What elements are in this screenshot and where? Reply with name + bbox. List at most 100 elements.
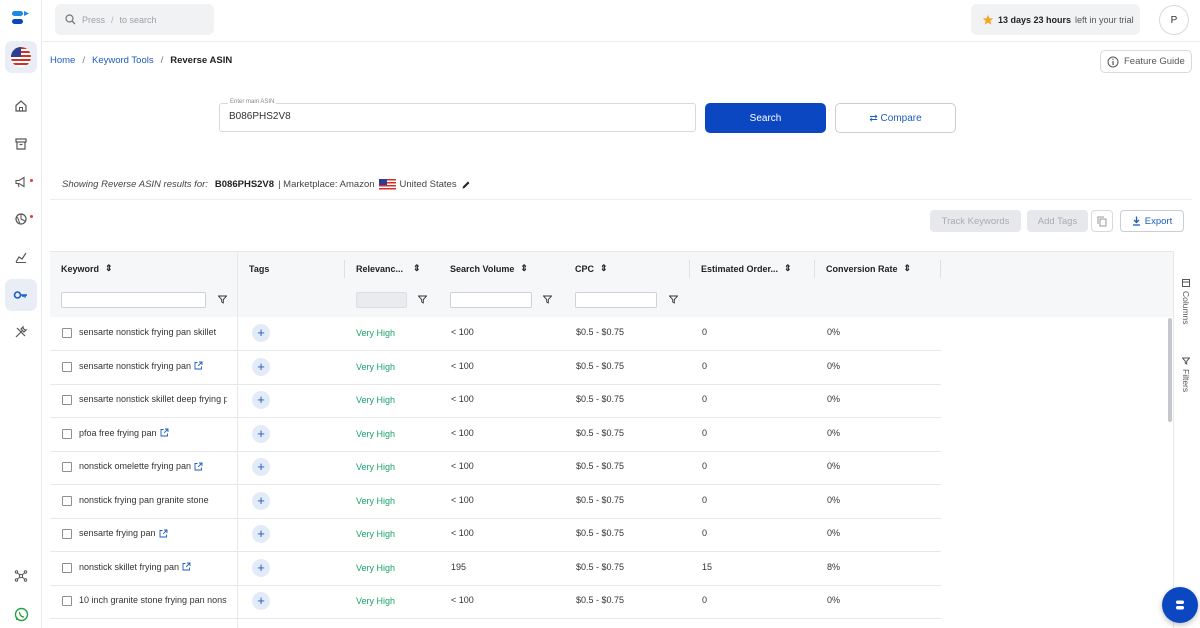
column-header-tags[interactable]: Tags [238, 252, 344, 285]
filters-panel-toggle[interactable]: Filters [1181, 357, 1191, 392]
track-keywords-button[interactable]: Track Keywords [930, 210, 1021, 232]
add-tag-button[interactable]: + [252, 391, 270, 409]
add-tag-button[interactable]: + [252, 491, 270, 510]
external-link-icon[interactable] [160, 428, 169, 437]
keyword-text: sensarte nonstick frying pan [79, 360, 192, 371]
support-chat-button[interactable] [1162, 587, 1198, 623]
columns-label: Columns [1181, 291, 1191, 325]
column-header-search-volume[interactable]: Search Volume ⇕ [439, 252, 563, 285]
add-tag-button[interactable]: + [252, 324, 270, 342]
row-checkbox[interactable] [62, 361, 72, 372]
row-checkbox[interactable] [62, 596, 72, 606]
search-volume-filter-input[interactable] [450, 292, 532, 308]
home-icon[interactable] [11, 96, 31, 116]
trial-banner[interactable]: 13 days 23 hours left in your trial [971, 4, 1140, 35]
keyword-tools-key-icon[interactable] [5, 279, 37, 311]
compare-label: Compare [880, 112, 922, 124]
table-row[interactable]: sensarte frying pan + Very High < 100 $0.5 -… [50, 518, 941, 552]
column-header-cpc[interactable]: CPC ⇕ [564, 252, 689, 285]
table-row[interactable]: nonstick skillet frying pan + Very High 195… [50, 552, 941, 586]
add-tag-button[interactable]: + [252, 592, 270, 610]
row-checkbox[interactable] [62, 495, 72, 506]
global-search[interactable]: Press / to search [55, 4, 214, 35]
add-tag-button[interactable]: + [252, 357, 270, 376]
export-button[interactable]: Export [1120, 210, 1184, 232]
add-tag-button[interactable]: + [252, 458, 270, 476]
column-header-conversion-rate[interactable]: Conversion Rate ⇕ [815, 252, 940, 285]
grid-scrollbar[interactable] [1168, 318, 1172, 422]
table-row[interactable]: sensarte nonstick frying pan + Very High < … [50, 351, 941, 385]
relevance-cell: Very High [356, 428, 396, 439]
cpc-filter-input[interactable] [575, 292, 657, 308]
sort-icon[interactable]: ⇕ [413, 263, 421, 273]
table-row[interactable]: nonstick frying pan granite stone + Very H… [50, 485, 941, 519]
sort-icon[interactable]: ⇕ [105, 263, 113, 273]
whatsapp-icon[interactable] [11, 604, 31, 624]
archive-box-icon[interactable] [11, 134, 31, 154]
compare-button[interactable]: ⇄ Compare [835, 103, 956, 133]
sort-icon[interactable]: ⇕ [520, 263, 528, 273]
row-checkbox[interactable] [62, 462, 72, 472]
sort-icon[interactable]: ⇕ [784, 263, 792, 273]
add-tags-button[interactable]: Add Tags [1027, 210, 1088, 232]
table-row[interactable]: pfoa free frying pan + Very High < 100 $0.5 … [50, 418, 941, 452]
table-row[interactable]: sensarte nonstick frying pan skillet + Ver… [50, 317, 941, 351]
line-chart-icon[interactable] [11, 247, 31, 267]
column-header-keyword[interactable]: Keyword ⇕ [50, 252, 237, 285]
add-tag-button[interactable]: + [252, 525, 270, 543]
row-checkbox[interactable] [62, 428, 72, 439]
breadcrumb-keyword-tools[interactable]: Keyword Tools [91, 55, 154, 66]
filter-icon[interactable] [418, 295, 427, 304]
external-link-icon[interactable] [159, 529, 168, 538]
search-volume-cell: < 100 [451, 327, 474, 337]
copy-button[interactable] [1091, 210, 1113, 232]
edit-pencil-icon[interactable] [461, 180, 471, 190]
analytics-globe-icon[interactable] [11, 209, 31, 229]
columns-panel-toggle[interactable]: Columns [1181, 279, 1191, 325]
keyword-text: nonstick skillet frying pan [79, 561, 180, 572]
filter-icon[interactable] [543, 295, 552, 304]
sort-icon[interactable]: ⇕ [600, 263, 608, 273]
table-row[interactable]: 10 inch granite stone frying pan nonstic… [50, 585, 941, 619]
external-link-icon[interactable] [182, 562, 191, 571]
row-checkbox[interactable] [62, 395, 72, 405]
tools-wrench-icon[interactable] [11, 322, 31, 342]
sort-icon[interactable]: ⇕ [903, 263, 912, 273]
breadcrumb-separator: / [82, 55, 85, 66]
add-tag-button[interactable]: + [252, 424, 270, 443]
keyword-filter-input[interactable] [61, 292, 206, 308]
breadcrumb-home[interactable]: Home [50, 55, 76, 66]
external-link-icon[interactable] [194, 462, 203, 471]
row-checkbox[interactable] [62, 529, 72, 539]
cpc-cell: $0.5 - $0.75 [576, 360, 625, 371]
cpc-cell: $0.5 - $0.75 [576, 595, 625, 605]
row-checkbox[interactable] [62, 328, 72, 338]
column-header-estimated-orders[interactable]: Estimated Order... ⇕ [690, 252, 815, 285]
column-header-relevance[interactable]: Relevanc... ⇕ [345, 252, 438, 285]
relevance-cell: Very High [356, 562, 396, 573]
marketplace-flag-button[interactable] [5, 41, 37, 73]
user-avatar[interactable]: P [1159, 5, 1189, 35]
network-icon[interactable] [11, 566, 31, 586]
add-tag-button[interactable]: + [252, 558, 270, 577]
swap-arrows-icon: ⇄ [869, 112, 878, 124]
filter-icon[interactable] [218, 295, 227, 304]
table-row[interactable]: nonstick omelette frying pan + Very High < … [50, 451, 941, 485]
notification-dot [30, 179, 33, 182]
conversion-rate-cell: 0% [827, 528, 841, 538]
megaphone-icon[interactable] [11, 172, 31, 192]
table-row[interactable]: sensarte nonstick skillet deep frying pa… [50, 384, 941, 418]
keyword-cell: sensarte nonstick frying pan skillet [79, 327, 227, 337]
asin-field[interactable]: Enter main ASIN [219, 99, 696, 132]
column-label: Keyword [61, 263, 100, 274]
star-icon [982, 14, 994, 25]
asin-input[interactable] [229, 111, 669, 122]
search-button[interactable]: Search [705, 103, 826, 133]
row-checkbox[interactable] [62, 562, 72, 573]
search-volume-cell: < 100 [451, 427, 474, 438]
filter-icon[interactable] [669, 295, 678, 304]
keyword-cell: sensarte frying pan [79, 528, 227, 538]
feature-guide-button[interactable]: Feature Guide [1100, 50, 1192, 73]
app-logo-icon[interactable] [11, 9, 31, 27]
external-link-icon[interactable] [194, 361, 203, 370]
